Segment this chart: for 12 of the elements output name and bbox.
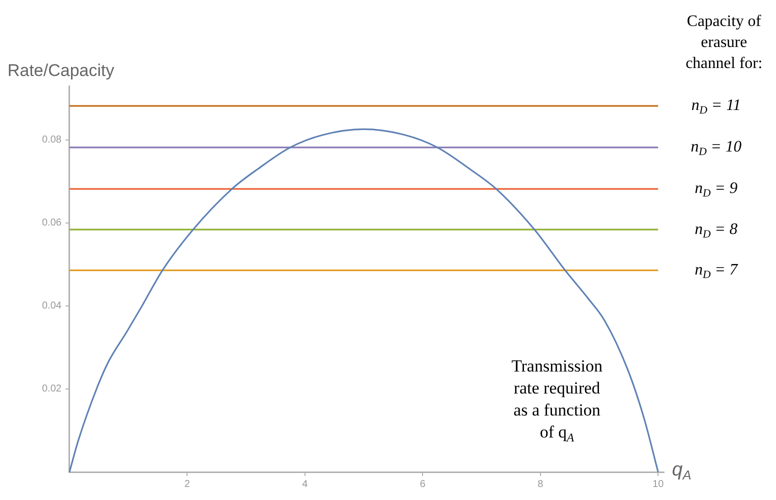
y-tick-label: 0.02 xyxy=(42,384,62,395)
x-tick-label: 8 xyxy=(538,478,544,490)
x-tick-label: 10 xyxy=(652,478,664,490)
y-axis-title: Rate/Capacity xyxy=(7,61,115,80)
x-tick-label: 4 xyxy=(302,478,308,490)
text: Capacity of erasure channel for: xyxy=(686,13,762,72)
line-series xyxy=(68,128,659,473)
x-tick-label: 2 xyxy=(184,478,190,490)
y-tick-label: 0.08 xyxy=(42,134,62,146)
y-tick-label: 0.06 xyxy=(42,218,62,229)
y-tick-label: 0.04 xyxy=(42,300,62,312)
x-tick-label: 6 xyxy=(420,478,426,490)
